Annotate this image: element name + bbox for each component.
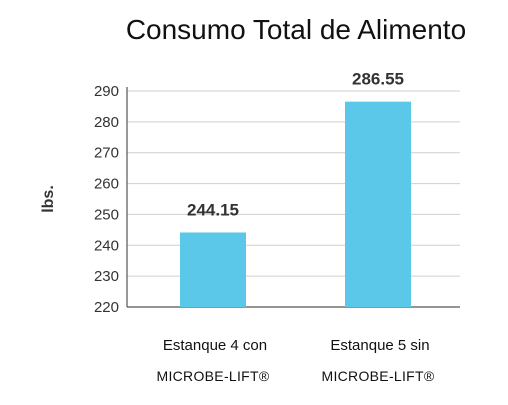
bar [180,232,246,307]
y-tick-label: 230 [94,268,119,285]
y-tick-label: 290 [94,83,119,100]
x-tick-label-line2: MICROBE-LIFT® [322,368,435,384]
y-tick-label: 270 [94,145,119,162]
y-axis-title: lbs. [40,185,57,213]
chart-title: Consumo Total de Alimento [125,14,467,45]
data-label: 286.55 [352,70,404,89]
bar [345,101,411,307]
x-tick-label: Estanque 5 sin [330,337,429,354]
data-label: 244.15 [187,200,239,219]
y-tick-label: 260 [94,176,119,193]
y-tick-label: 220 [94,299,119,316]
y-tick-label: 240 [94,237,119,254]
y-tick-label: 280 [94,114,119,131]
x-tick-label: Estanque 4 con [163,337,267,354]
y-tick-label: 250 [94,206,119,223]
x-tick-label-line2: MICROBE-LIFT® [157,368,270,384]
